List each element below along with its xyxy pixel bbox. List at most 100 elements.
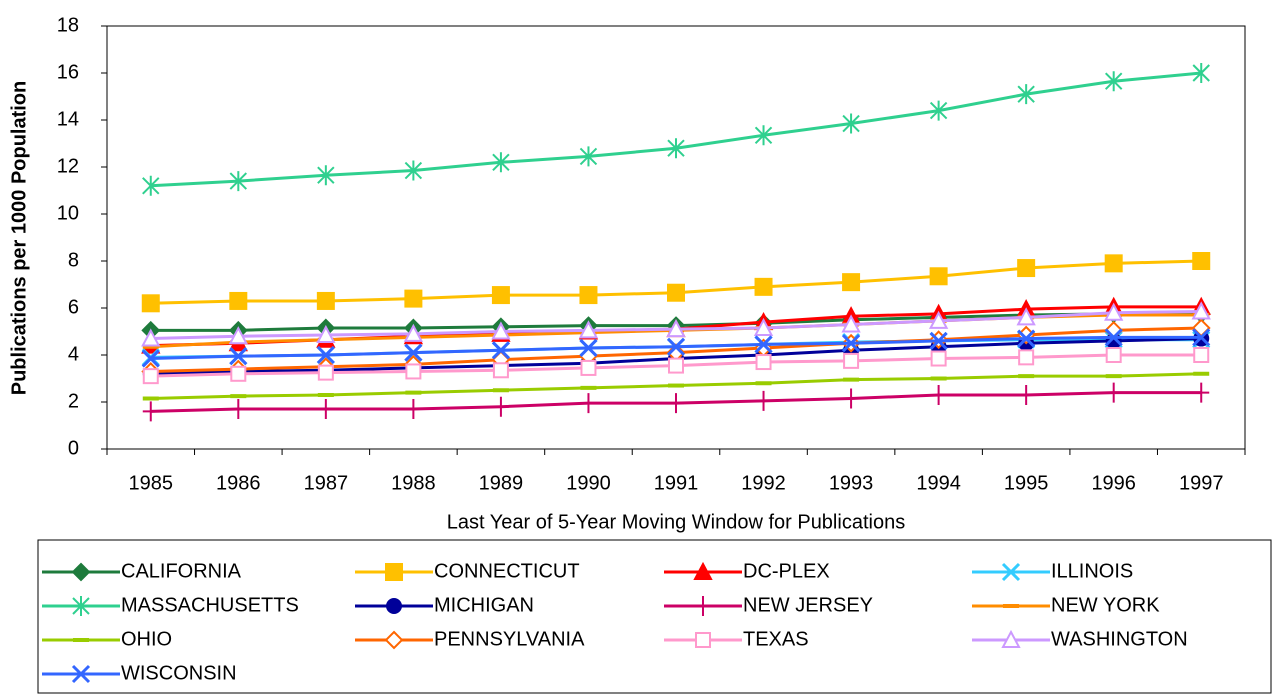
legend-label: PENNSYLVANIA [434, 628, 585, 650]
point-marker [492, 362, 509, 379]
point-marker [317, 364, 334, 381]
point-marker [1018, 384, 1035, 405]
point-marker [316, 324, 336, 344]
x-tick-label: 1997 [1179, 472, 1224, 494]
plot-frame [106, 25, 1246, 450]
point-marker [1105, 347, 1122, 363]
point-marker [1017, 259, 1036, 278]
point-marker [141, 349, 160, 368]
series-line [150, 71, 1202, 188]
point-marker [843, 352, 860, 369]
legend-marker [1001, 629, 1021, 648]
point-marker [580, 359, 597, 376]
point-marker [755, 390, 772, 411]
point-marker [1018, 349, 1035, 366]
x-tick-label: 1990 [566, 472, 611, 494]
point-marker [929, 100, 948, 121]
point-marker [1192, 252, 1211, 270]
point-marker [1104, 71, 1123, 92]
point-marker [142, 175, 160, 196]
point-marker [841, 314, 861, 333]
x-tick-label: 1996 [1091, 472, 1136, 494]
point-marker [928, 310, 949, 329]
legend-label: CONNECTICUT [434, 560, 580, 582]
point-marker [405, 363, 422, 380]
legend-label: NEW JERSEY [743, 594, 873, 616]
point-marker [491, 286, 510, 305]
y-tick-label: 16 [57, 61, 79, 83]
y-tick-label: 10 [57, 202, 79, 224]
point-marker [405, 399, 422, 420]
point-marker [1191, 301, 1211, 320]
point-marker [1017, 84, 1035, 105]
point-marker [667, 138, 685, 159]
legend-marker [695, 632, 711, 648]
x-tick-label: 1985 [129, 472, 174, 494]
point-marker [316, 345, 335, 365]
point-marker [1104, 254, 1123, 273]
x-tick-label: 1989 [479, 472, 524, 494]
point-marker [491, 321, 511, 340]
y-tick-label: 6 [68, 296, 79, 318]
point-marker [403, 323, 424, 342]
legend-label: ILLINOIS [1051, 560, 1133, 582]
point-marker [229, 291, 248, 310]
legend-label: TEXAS [743, 628, 809, 650]
point-marker [1192, 63, 1210, 83]
legend-label: MICHIGAN [434, 594, 534, 616]
point-marker [1105, 382, 1122, 403]
legend-marker [695, 596, 711, 616]
legend-marker [71, 664, 91, 684]
point-marker [404, 160, 423, 181]
point-marker [579, 146, 598, 167]
y-tick-label: 4 [68, 343, 79, 365]
y-axis-title: Publications per 1000 Population [8, 81, 30, 396]
point-marker [668, 393, 684, 414]
x-tick-label: 1986 [216, 472, 261, 494]
point-marker [142, 368, 159, 385]
legend-marker [384, 630, 404, 650]
point-marker [404, 289, 423, 308]
point-marker [843, 388, 860, 409]
legend-marker [1001, 562, 1021, 582]
point-marker [929, 331, 948, 350]
point-marker [754, 277, 773, 296]
point-marker [666, 319, 686, 338]
legend-label: DC-PLEX [743, 560, 830, 582]
y-tick-label: 2 [68, 390, 79, 412]
point-marker [929, 267, 948, 286]
point-marker [930, 350, 947, 367]
point-marker [228, 326, 248, 345]
x-tick-label: 1993 [829, 472, 874, 494]
point-marker [317, 165, 335, 186]
x-tick-label: 1992 [741, 472, 786, 494]
point-marker [141, 294, 160, 313]
point-marker [753, 317, 774, 336]
point-marker [141, 328, 161, 347]
point-marker [317, 399, 334, 420]
point-marker [842, 113, 860, 134]
point-marker [754, 335, 773, 354]
point-marker [1017, 329, 1036, 348]
point-marker [842, 334, 861, 353]
point-marker [579, 286, 598, 305]
point-marker [666, 337, 686, 356]
y-tick-label: 18 [57, 14, 79, 36]
point-marker [404, 343, 423, 362]
legend-label: MASSACHUSETTS [121, 594, 299, 616]
y-tick-label: 14 [57, 108, 79, 130]
y-tick-label: 12 [57, 155, 79, 177]
point-marker [668, 357, 684, 374]
point-marker [579, 338, 598, 358]
point-marker [492, 152, 510, 173]
x-tick-label: 1995 [1004, 472, 1049, 494]
x-tick-label: 1994 [916, 472, 961, 494]
point-marker [1193, 382, 1210, 403]
point-marker [1104, 302, 1124, 321]
legend-marker [71, 562, 91, 582]
point-marker [930, 384, 947, 405]
point-marker [1104, 328, 1123, 347]
point-marker [755, 354, 772, 371]
